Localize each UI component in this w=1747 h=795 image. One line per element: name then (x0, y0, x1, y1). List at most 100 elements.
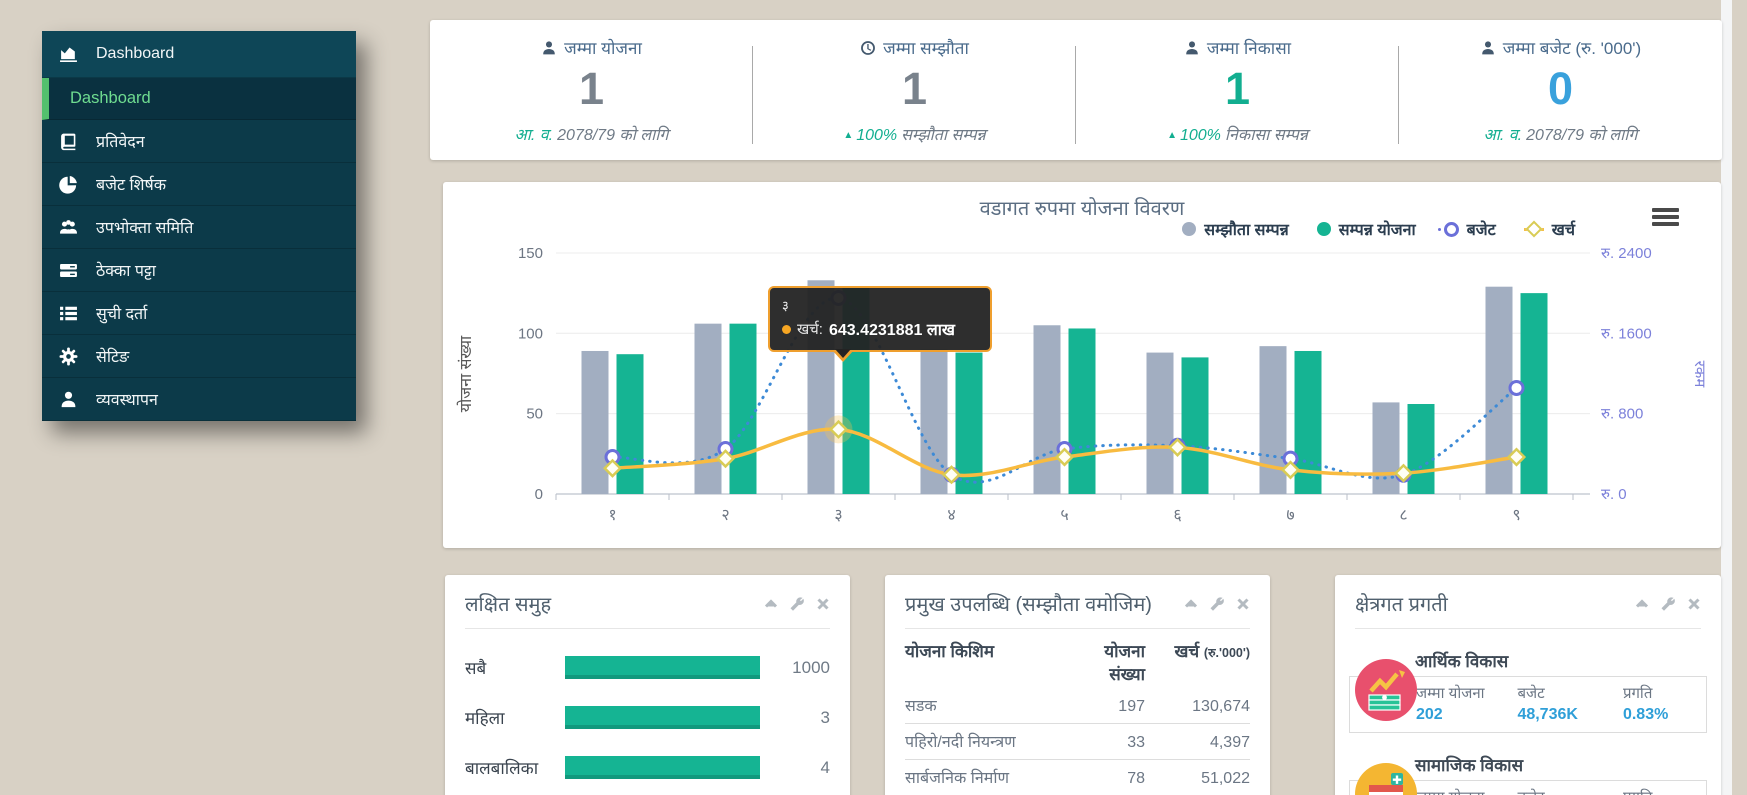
svg-text:५: ५ (1060, 507, 1068, 524)
sidebar-item-label: सुची दर्ता (96, 306, 148, 323)
svg-text:रु. 0: रु. 0 (1601, 486, 1627, 503)
sector-social: सामाजिक विकास जम्मा योजना बजेट प्रगति (1349, 753, 1707, 795)
sector-economic: आर्थिक विकास जम्मा योजना बजेट प्रगति 202… (1349, 649, 1707, 733)
chart-tooltip: ३ खर्च: 643.4231881 लाख (768, 286, 992, 362)
achievements-table: योजना किशिम योजना संख्या खर्च (रु.'000')… (905, 633, 1250, 795)
panel-actions (1184, 596, 1250, 611)
summary-stats-card: जम्मा योजना 1 आ. व. 2078/79 को लागि जम्मा… (430, 20, 1722, 160)
sidebar-item-dashboard-header[interactable]: Dashboard (42, 31, 356, 78)
collapse-icon[interactable] (1184, 597, 1198, 611)
sidebar-item-list-registration[interactable]: सुची दर्ता (42, 292, 356, 335)
target-group-row: महिला 3 (465, 706, 830, 729)
svg-text:रु. 800: रु. 800 (1601, 406, 1643, 423)
sector-stats-box: जम्मा योजना बजेट प्रगति 202 48,736K 0.83… (1349, 676, 1707, 733)
sidebar-item-administration[interactable]: व्यवस्थापन (42, 378, 356, 421)
stat-caption: ▲ 100% सम्झौता सम्पन्न (843, 127, 986, 144)
tooltip-series-dot (782, 324, 791, 334)
sidebar-item-budget-heading[interactable]: बजेट शिर्षक (42, 163, 356, 206)
user-icon (1482, 40, 1494, 54)
up-arrow-icon: ▲ (1167, 130, 1177, 141)
legend-item-agreement-complete[interactable]: सम्झौता सम्पन्न (1182, 218, 1289, 240)
wrench-icon[interactable] (790, 596, 804, 611)
wrench-icon[interactable] (1661, 596, 1675, 611)
list-icon (59, 304, 83, 322)
chart-legend: सम्झौता सम्पन्न सम्पन्न योजना बजेट खर्च (1182, 218, 1575, 240)
stat-value: 1 (901, 63, 928, 114)
book-icon (59, 132, 83, 150)
clock-icon (861, 40, 876, 55)
stat-total-plans: जम्मा योजना 1 आ. व. 2078/79 को लागि (430, 20, 753, 160)
svg-text:रकम: रकम (1691, 361, 1708, 389)
stat-value: 1 (578, 63, 605, 114)
key-achievements-panel: प्रमुख उपलब्धि (सम्झौता वमोजिम) योजना कि… (885, 575, 1270, 795)
svg-text:100: 100 (518, 325, 543, 342)
up-arrow-icon: ▲ (843, 130, 854, 141)
user-icon (59, 390, 83, 408)
legend-item-budget[interactable]: बजेट (1437, 218, 1496, 240)
legend-ring-icon (1437, 221, 1459, 237)
stat-caption: आ. व. 2078/79 को लागि (514, 127, 669, 144)
sidebar-item-label: ठेक्का पट्टा (96, 263, 156, 280)
tooltip-category: ३ (782, 298, 789, 313)
sidebar: Dashboard Dashboard प्रतिवेदन बजेट शिर्ष… (42, 31, 356, 421)
area-chart-icon (59, 45, 83, 63)
economic-icon (1355, 659, 1417, 721)
stat-total-disbursement: जम्मा निकासा 1 ▲ 100% निकासा सम्पन्न (1076, 20, 1399, 160)
wrench-icon[interactable] (1210, 596, 1224, 611)
legend-item-expense[interactable]: खर्च (1523, 218, 1575, 240)
target-group-bar (565, 756, 760, 779)
table-row: पहिरो/नदी नियन्त्रण 33 4,397 (905, 724, 1250, 760)
user-icon (543, 40, 555, 54)
sidebar-item-label: बजेट शिर्षक (96, 177, 167, 194)
legend-item-completed-plans[interactable]: सम्पन्न योजना (1316, 218, 1416, 240)
svg-text:४: ४ (947, 507, 955, 524)
target-group-bar (565, 656, 760, 679)
sidebar-item-reports[interactable]: प्रतिवेदन (42, 120, 356, 163)
svg-text:0: 0 (535, 486, 543, 503)
stat-caption: आ. व. 2078/79 को लागि (1483, 127, 1638, 144)
svg-text:७: ७ (1286, 507, 1294, 524)
sector-stats-box: जम्मा योजना बजेट प्रगति (1349, 780, 1707, 795)
panel-title: क्षेत्रगत प्रगती (1355, 594, 1448, 616)
panel-title: प्रमुख उपलब्धि (सम्झौता वमोजिम) (905, 594, 1152, 616)
chart-title: वडागत रुपमा योजना विवरण (979, 198, 1185, 220)
svg-text:६: ६ (1173, 507, 1181, 524)
sidebar-item-label: Dashboard (70, 89, 151, 107)
stat-title: जम्मा निकासा (1076, 36, 1399, 59)
close-icon[interactable] (816, 597, 830, 611)
panel-actions (764, 596, 830, 611)
collapse-icon[interactable] (764, 597, 778, 611)
sectoral-progress-panel: क्षेत्रगत प्रगती आर्थिक विकास जम्मा योजन… (1335, 575, 1721, 795)
sidebar-item-label: व्यवस्थापन (96, 392, 158, 409)
sidebar-item-consumer-committee[interactable]: उपभोक्ता समिति (42, 206, 356, 249)
svg-text:50: 50 (526, 406, 543, 423)
stat-title: जम्मा बजेट (रु. '000') (1399, 36, 1722, 59)
svg-text:150: 150 (518, 245, 543, 262)
svg-text:९: ९ (1512, 507, 1520, 524)
chart-menu-icon[interactable] (1652, 208, 1679, 229)
sidebar-item-dashboard[interactable]: Dashboard (42, 78, 356, 120)
sidebar-item-label: उपभोक्ता समिति (96, 220, 194, 237)
stat-caption: ▲ 100% निकासा सम्पन्न (1167, 127, 1308, 144)
target-group-panel: लक्षित समुह सबै 1000 महिला 3 बालबालिका 4 (445, 575, 850, 795)
panel-title: लक्षित समुह (465, 594, 552, 616)
pie-chart-icon (59, 175, 83, 194)
table-row: सार्बजनिक निर्माण 78 51,022 (905, 760, 1250, 795)
svg-text:३: ३ (834, 507, 842, 524)
sector-name: आर्थिक विकास (1415, 652, 1509, 671)
page-scrollbar[interactable] (1721, 0, 1732, 795)
sidebar-item-contracts[interactable]: ठेक्का पट्टा (42, 249, 356, 292)
collapse-icon[interactable] (1635, 597, 1649, 611)
svg-text:२: २ (721, 507, 729, 524)
svg-text:रु. 1600: रु. 1600 (1601, 325, 1652, 342)
tasks-icon (59, 261, 83, 279)
target-group-bar (565, 706, 760, 729)
close-icon[interactable] (1687, 597, 1701, 611)
legend-circle-icon (1182, 222, 1197, 236)
sidebar-item-settings[interactable]: सेटिङ (42, 335, 356, 378)
close-icon[interactable] (1236, 597, 1250, 611)
sector-name: सामाजिक विकास (1415, 756, 1524, 775)
sidebar-item-label: प्रतिवेदन (96, 134, 145, 151)
stat-title: जम्मा योजना (430, 36, 753, 59)
ward-plan-chart-card: 0 रु. 0 50 रु. 800 100 रु. 1600 150 रु. 2400 १ २ ३… (443, 182, 1721, 548)
